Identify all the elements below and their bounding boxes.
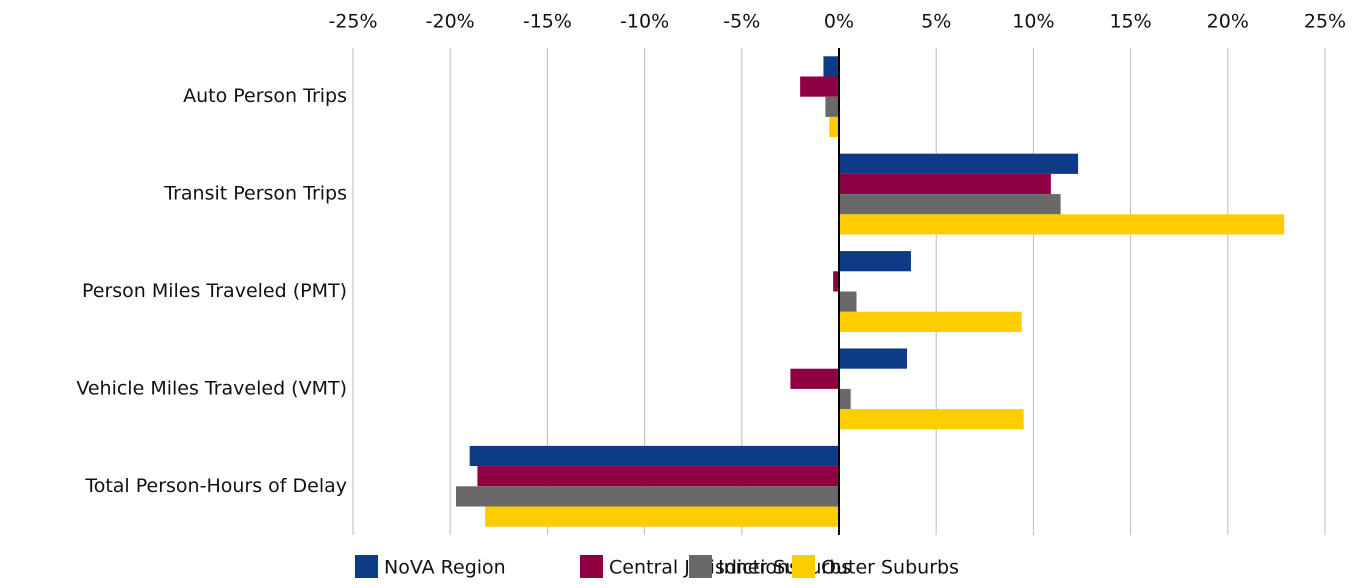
- bar: [839, 153, 1079, 174]
- x-tick-label: 0%: [824, 11, 854, 33]
- bar: [790, 368, 839, 389]
- x-tick-label: -25%: [328, 11, 377, 33]
- bar: [833, 271, 839, 292]
- y-tick-label: Person Miles Traveled (PMT): [82, 280, 347, 302]
- bar: [825, 96, 839, 117]
- bar: [800, 76, 839, 97]
- bar: [839, 214, 1285, 235]
- legend-label: Outer Suburbs: [821, 557, 959, 579]
- bar: [823, 56, 839, 77]
- x-tick-label: -20%: [426, 11, 475, 33]
- legend-label: Inner Suburbs: [718, 557, 851, 579]
- x-tick-label: 20%: [1207, 11, 1249, 33]
- x-tick-label: 5%: [921, 11, 951, 33]
- x-tick-label: -5%: [723, 11, 760, 33]
- bar: [469, 445, 839, 467]
- bar: [839, 173, 1051, 195]
- bar: [839, 291, 857, 312]
- x-tick-label: -10%: [620, 11, 669, 33]
- y-tick-label: Auto Person Trips: [183, 85, 347, 107]
- bar: [456, 486, 839, 507]
- y-tick-label: Vehicle Miles Traveled (VMT): [76, 377, 347, 399]
- legend-label: NoVA Region: [384, 557, 506, 579]
- x-tick-label: 25%: [1304, 11, 1346, 33]
- bar: [839, 311, 1022, 332]
- bar: [839, 348, 908, 369]
- bar: [839, 409, 1024, 430]
- bar: [839, 194, 1061, 215]
- bar: [829, 116, 839, 138]
- bar: [839, 251, 911, 272]
- bar: [477, 466, 839, 487]
- legend-swatch: [689, 555, 712, 578]
- legend-swatch: [355, 555, 378, 578]
- x-tick-label: 15%: [1109, 11, 1151, 33]
- y-tick-label: Transit Person Trips: [163, 183, 347, 205]
- bar: [485, 506, 839, 527]
- bar: [839, 388, 851, 410]
- legend-swatch: [580, 555, 603, 578]
- x-tick-label: 10%: [1012, 11, 1054, 33]
- y-tick-label: Total Person-Hours of Delay: [84, 475, 347, 497]
- legend-swatch: [792, 555, 815, 578]
- x-tick-label: -15%: [523, 11, 572, 33]
